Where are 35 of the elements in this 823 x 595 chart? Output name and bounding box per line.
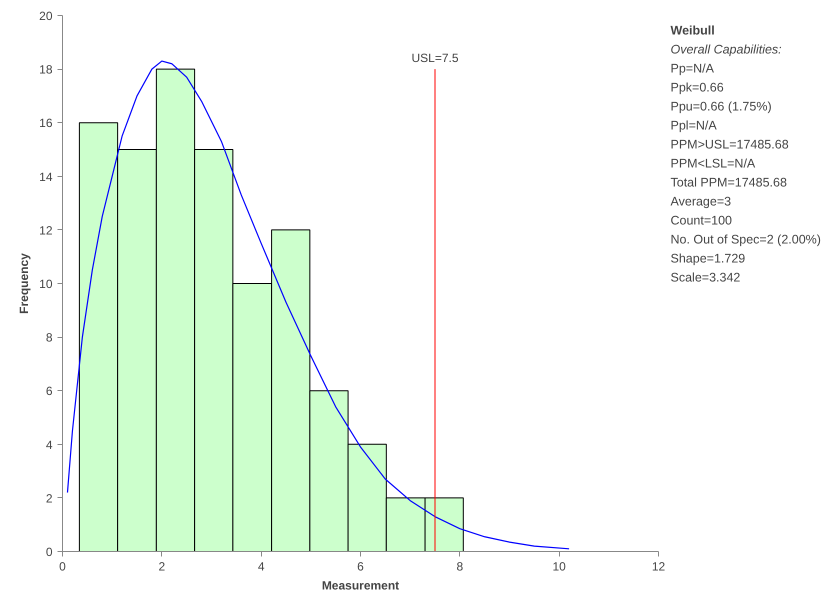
x-tick-label: 4 <box>258 560 265 574</box>
text: PPM<LSL=N/A <box>670 156 756 170</box>
x-tick-label: 2 <box>158 560 166 574</box>
text: Total PPM=17485.68 <box>670 176 787 190</box>
y-axis-title: Frequency <box>17 252 32 314</box>
y-tick-label: 0 <box>46 545 53 559</box>
text: Ppu=0.66 (1.75%) <box>670 100 772 114</box>
text: Overall Capabilities: <box>670 42 782 56</box>
y-tick-label: 8 <box>46 330 53 345</box>
y-tick-label: 12 <box>39 223 53 238</box>
ref-line-label: USL=7.5 <box>411 51 459 66</box>
text: Weibull <box>670 24 715 38</box>
x-axis-title: Measurement <box>322 578 400 592</box>
y-tick-label: 4 <box>46 438 53 452</box>
x-tick-label: 10 <box>552 560 566 574</box>
y-tick-label: 20 <box>39 9 53 23</box>
text: Ppl=N/A <box>670 118 718 132</box>
y-tick-label: 2 <box>46 491 53 506</box>
x-tick-label: 6 <box>357 560 364 574</box>
text: Ppk=0.66 <box>670 80 724 94</box>
y-tick-label: 10 <box>39 277 53 291</box>
y-tick-label: 16 <box>39 116 53 130</box>
text: Scale=3.342 <box>670 270 740 284</box>
text: Shape=1.729 <box>670 252 746 266</box>
text: Count=100 <box>670 214 732 228</box>
text: Pp=N/A <box>670 62 715 76</box>
text: Average=3 <box>670 194 732 208</box>
y-tick-label: 14 <box>39 170 53 184</box>
x-tick-label: 12 <box>652 560 666 574</box>
text: PPM>USL=17485.68 <box>670 138 789 152</box>
text: No. Out of Spec=2 (2.00%) <box>670 232 821 246</box>
x-tick-label: 0 <box>59 560 66 574</box>
y-tick-label: 18 <box>39 62 53 77</box>
x-tick-label: 8 <box>456 560 464 574</box>
y-tick-label: 6 <box>46 384 53 398</box>
